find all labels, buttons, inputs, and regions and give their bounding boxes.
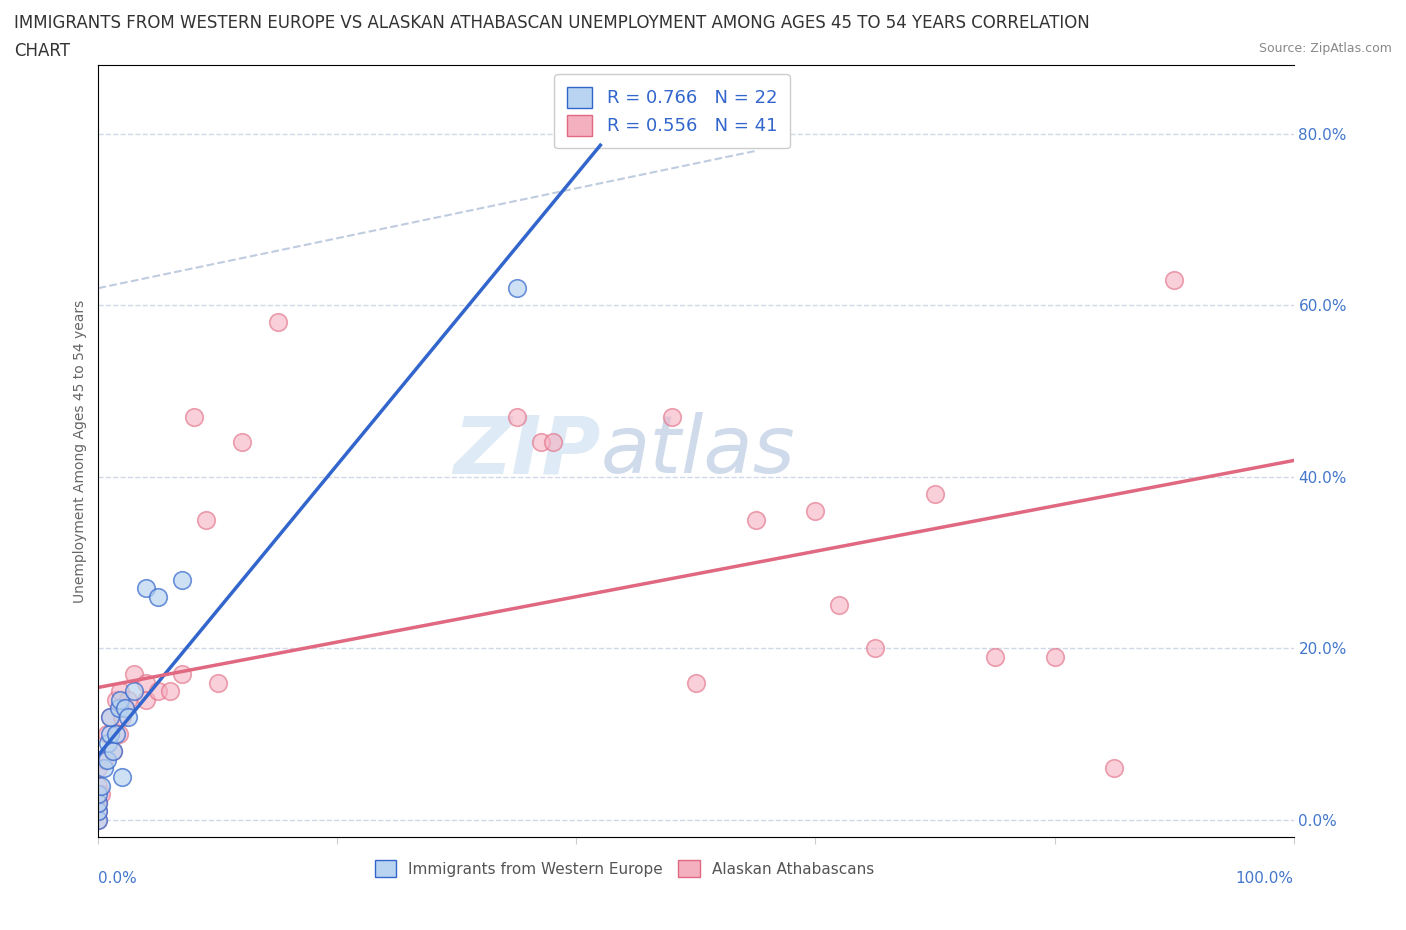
Point bbox=[97, 736, 120, 751]
Point bbox=[105, 692, 128, 707]
Point bbox=[159, 684, 181, 698]
Text: atlas: atlas bbox=[600, 412, 796, 490]
Point bbox=[90, 787, 112, 802]
Point bbox=[87, 795, 110, 810]
Point bbox=[114, 701, 136, 716]
Point bbox=[267, 315, 290, 330]
Point bbox=[107, 701, 129, 716]
Point bbox=[231, 435, 253, 450]
Point bbox=[87, 778, 110, 793]
Point bbox=[1163, 272, 1185, 287]
Point bbox=[87, 795, 110, 810]
Point bbox=[541, 435, 564, 450]
Point bbox=[87, 787, 110, 802]
Point bbox=[98, 726, 122, 741]
Point bbox=[96, 752, 118, 767]
Point bbox=[207, 675, 229, 690]
Point bbox=[107, 726, 129, 741]
Point bbox=[1104, 761, 1126, 776]
Point bbox=[1043, 649, 1066, 664]
Point bbox=[96, 726, 118, 741]
Point bbox=[87, 804, 110, 818]
Point bbox=[93, 752, 115, 767]
Point bbox=[105, 726, 128, 741]
Point bbox=[111, 710, 134, 724]
Point bbox=[117, 710, 139, 724]
Point bbox=[172, 667, 194, 682]
Text: Source: ZipAtlas.com: Source: ZipAtlas.com bbox=[1258, 42, 1392, 55]
Point bbox=[506, 281, 529, 296]
Point bbox=[124, 684, 146, 698]
Point bbox=[195, 512, 218, 527]
Text: CHART: CHART bbox=[14, 42, 70, 60]
Point bbox=[183, 409, 205, 424]
Text: 0.0%: 0.0% bbox=[98, 871, 138, 886]
Point bbox=[148, 684, 170, 698]
Point bbox=[124, 667, 146, 682]
Y-axis label: Unemployment Among Ages 45 to 54 years: Unemployment Among Ages 45 to 54 years bbox=[73, 299, 87, 603]
Text: IMMIGRANTS FROM WESTERN EUROPE VS ALASKAN ATHABASCAN UNEMPLOYMENT AMONG AGES 45 : IMMIGRANTS FROM WESTERN EUROPE VS ALASKA… bbox=[14, 14, 1090, 32]
Text: ZIP: ZIP bbox=[453, 412, 600, 490]
Point bbox=[135, 581, 157, 596]
Point bbox=[984, 649, 1007, 664]
Point bbox=[117, 692, 139, 707]
Point bbox=[87, 761, 110, 776]
Point bbox=[685, 675, 707, 690]
Point bbox=[804, 504, 827, 519]
Point bbox=[506, 409, 529, 424]
Point bbox=[135, 692, 157, 707]
Point bbox=[661, 409, 683, 424]
Point bbox=[101, 744, 124, 759]
Point bbox=[172, 572, 194, 587]
Point bbox=[101, 744, 124, 759]
Point bbox=[530, 435, 553, 450]
Point bbox=[87, 813, 110, 828]
Point bbox=[87, 804, 110, 818]
Point bbox=[90, 778, 112, 793]
Point bbox=[148, 590, 170, 604]
Point bbox=[114, 701, 136, 716]
Point bbox=[87, 813, 110, 828]
Point bbox=[108, 692, 131, 707]
Point bbox=[135, 675, 157, 690]
Point bbox=[111, 769, 134, 784]
Point bbox=[98, 710, 122, 724]
Point bbox=[924, 486, 946, 501]
Point bbox=[828, 598, 851, 613]
Legend: Immigrants from Western Europe, Alaskan Athabascans: Immigrants from Western Europe, Alaskan … bbox=[368, 854, 880, 883]
Point bbox=[98, 710, 122, 724]
Point bbox=[745, 512, 768, 527]
Point bbox=[93, 761, 115, 776]
Point bbox=[865, 641, 887, 656]
Point bbox=[108, 684, 131, 698]
Text: 100.0%: 100.0% bbox=[1236, 871, 1294, 886]
